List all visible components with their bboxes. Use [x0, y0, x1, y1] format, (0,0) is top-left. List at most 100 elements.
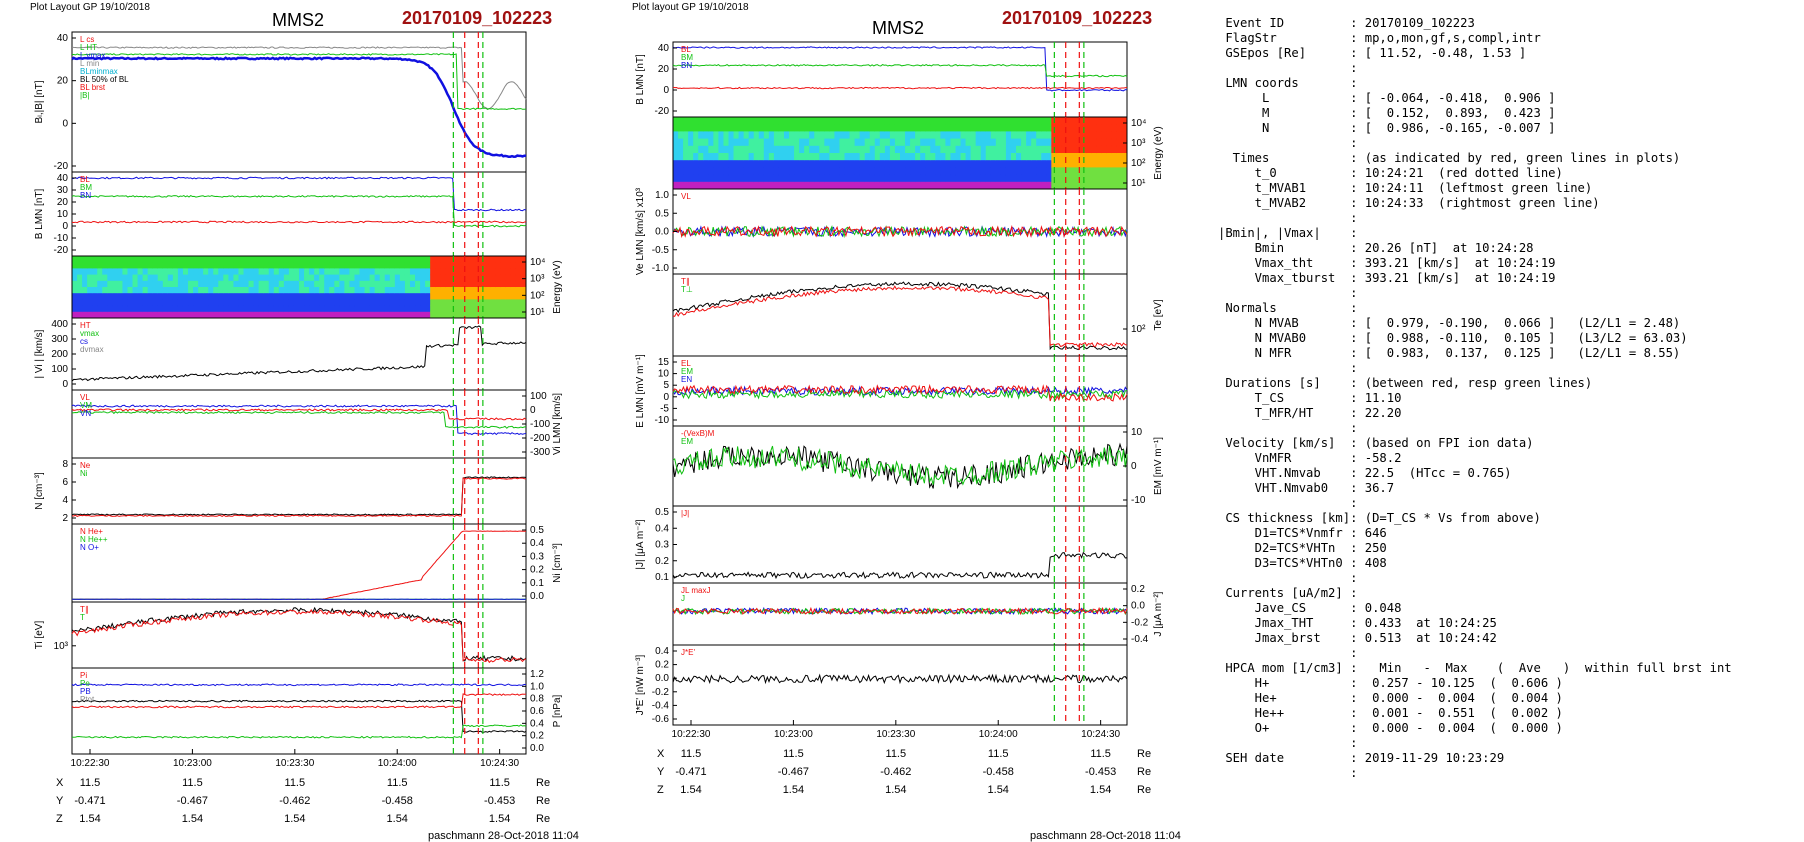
- info-line: Times : (as indicated by red, green line…: [1218, 151, 1680, 165]
- spectrogram-cell: [380, 268, 386, 275]
- spectrogram-cell: [749, 153, 755, 161]
- spectrogram-cell: [486, 287, 492, 294]
- y-axis-label: B LMN [nT]: [635, 54, 646, 105]
- spectrogram-cell: [734, 131, 740, 139]
- spectrogram-cell: [1112, 153, 1118, 161]
- spectrogram-cell: [249, 287, 255, 294]
- spectrogram-cell: [996, 131, 1002, 139]
- spectrogram-cell: [455, 299, 461, 306]
- y-tick-label: 0.6: [530, 706, 544, 717]
- spectrogram-cell: [334, 256, 340, 263]
- spectrogram-cell: [885, 160, 891, 168]
- spectrogram-cell: [198, 312, 204, 319]
- spectrogram-cell: [107, 256, 113, 263]
- ephemeris-value: 1.54: [885, 784, 906, 796]
- spectrogram-cell: [1031, 139, 1037, 147]
- spectrogram-cell: [1001, 182, 1007, 190]
- spectrogram-cell: [329, 268, 335, 275]
- spectrogram-cell: [289, 306, 295, 313]
- spectrogram-cell: [1117, 182, 1123, 190]
- spectrogram-cell: [148, 275, 154, 282]
- ephemeris-label: Z: [657, 784, 664, 796]
- spectrogram-cell: [1011, 160, 1017, 168]
- spectrogram-cell: [440, 293, 446, 300]
- spectrogram-cell: [309, 281, 315, 288]
- spectrogram-cell: [410, 268, 416, 275]
- y-tick-label: 10²: [1131, 324, 1146, 335]
- spectrogram-cell: [814, 160, 820, 168]
- spectrogram-cell: [885, 182, 891, 190]
- spectrogram-cell: [981, 139, 987, 147]
- spectrogram-cell: [920, 131, 926, 139]
- spectrogram-cell: [465, 268, 471, 275]
- spectrogram-cell: [72, 299, 78, 306]
- spectrogram-cell: [238, 312, 244, 319]
- spectrogram-cell: [1046, 146, 1052, 154]
- trace-red: [673, 87, 1127, 88]
- spectrogram-cell: [107, 262, 113, 269]
- spectrogram-cell: [1102, 167, 1108, 175]
- spectrogram-cell: [910, 160, 916, 168]
- spectrogram-cell: [97, 256, 103, 263]
- spectrogram-cell: [430, 306, 436, 313]
- spectrogram-cell: [233, 287, 239, 294]
- spectrogram-cell: [804, 139, 810, 147]
- spectrogram-cell: [920, 146, 926, 154]
- spectrogram-cell: [511, 293, 517, 300]
- spectrogram-cell: [940, 131, 946, 139]
- spectrogram-cell: [718, 131, 724, 139]
- trace-black: [673, 553, 1127, 578]
- spectrogram-cell: [1031, 131, 1037, 139]
- spectrogram-cell: [344, 299, 350, 306]
- spectrogram-cell: [1097, 146, 1103, 154]
- ephemeris-unit: Re: [1137, 784, 1151, 796]
- spectrogram-cell: [390, 287, 396, 294]
- spectrogram-cell: [511, 306, 517, 313]
- spectrogram-cell: [455, 312, 461, 319]
- spectrogram-cell: [865, 182, 871, 190]
- spectrogram-cell: [314, 293, 320, 300]
- spectrogram-cell: [496, 262, 502, 269]
- spectrogram-cell: [153, 281, 159, 288]
- spectrogram-cell: [97, 262, 103, 269]
- spectrogram-cell: [143, 262, 149, 269]
- y-tick-label: -0.6: [652, 714, 670, 725]
- info-line: |Bmin|, |Vmax| :: [1218, 226, 1357, 240]
- spectrogram-cell: [349, 256, 355, 263]
- spectrogram-cell: [289, 262, 295, 269]
- ephemeris-value: 11.5: [681, 748, 702, 760]
- spectrogram-cell: [1021, 167, 1027, 175]
- spectrogram-cell: [112, 299, 118, 306]
- spectrogram-cell: [950, 182, 956, 190]
- spectrogram-cell: [809, 153, 815, 161]
- ephemeris-value: 11.5: [783, 748, 804, 760]
- y-tick-label: -0.5: [652, 245, 670, 256]
- spectrogram-cell: [799, 139, 805, 147]
- spectrogram-cell: [319, 275, 325, 282]
- ephemeris-label: Z: [56, 813, 63, 825]
- spectrogram-cell: [1066, 131, 1072, 139]
- spectrogram-cell: [208, 293, 214, 300]
- spectrogram-cell: [117, 306, 123, 313]
- spectrogram-cell: [824, 146, 830, 154]
- spectrogram-cell: [233, 306, 239, 313]
- spectrogram-cell: [72, 268, 78, 275]
- spectrogram-cell: [465, 262, 471, 269]
- spectrogram-cell: [683, 182, 689, 190]
- spectrogram-cell: [269, 306, 275, 313]
- spectrogram-cell: [1021, 131, 1027, 139]
- spectrogram-cell: [870, 124, 876, 132]
- spectrogram-cell: [213, 262, 219, 269]
- spectrogram-cell: [390, 275, 396, 282]
- spectrogram-cell: [465, 306, 471, 313]
- spectrogram-cell: [385, 275, 391, 282]
- spectrogram-cell: [400, 275, 406, 282]
- spectrogram-cell: [82, 287, 88, 294]
- spectrogram-cell: [708, 167, 714, 175]
- spectrogram-cell: [996, 139, 1002, 147]
- spectrogram-cell: [784, 139, 790, 147]
